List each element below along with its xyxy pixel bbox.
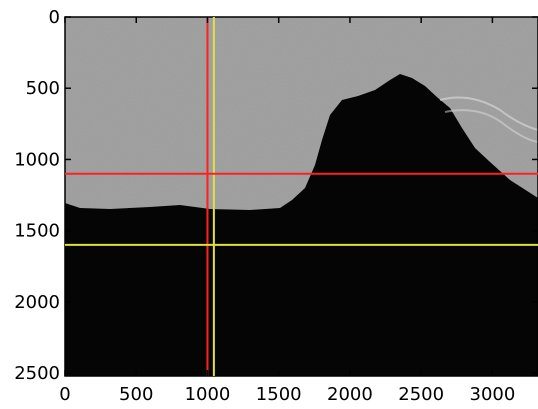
y-tick-label: 2500 xyxy=(14,363,60,384)
y-tick-label: 0 xyxy=(49,7,60,28)
y-tick-label: 1000 xyxy=(14,149,60,170)
y-tick-label: 1500 xyxy=(14,221,60,242)
fringe xyxy=(439,96,538,131)
x-tick-label: 500 xyxy=(119,384,153,405)
plot-frame xyxy=(64,16,538,377)
image xyxy=(65,17,538,376)
x-tick-label: 3000 xyxy=(470,384,516,405)
x-tick-label: 1000 xyxy=(185,384,231,405)
fringe xyxy=(444,109,538,143)
x-tick-label: 1500 xyxy=(256,384,302,405)
y-tick-label: 500 xyxy=(26,78,60,99)
y-tick-label: 2000 xyxy=(14,292,60,313)
dark-region xyxy=(65,74,538,376)
x-tick-label: 2000 xyxy=(327,384,373,405)
x-tick-label: 2500 xyxy=(398,384,444,405)
x-tick-label: 0 xyxy=(59,384,70,405)
